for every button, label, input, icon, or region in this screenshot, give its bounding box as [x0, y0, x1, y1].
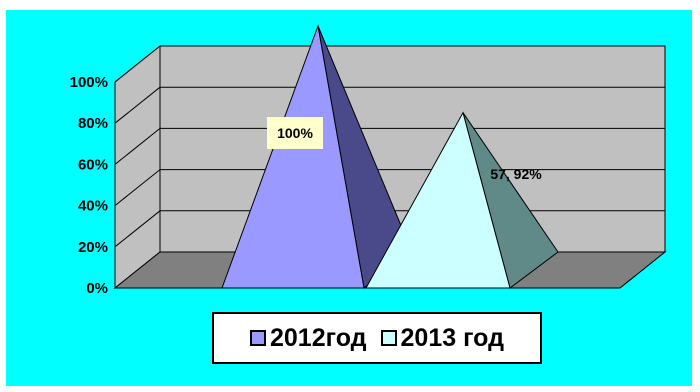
legend-swatch-2013	[380, 330, 397, 346]
y-axis-ticks: 0% 20% 40% 60% 80% 100%	[70, 74, 108, 297]
gridline-side	[114, 210, 161, 248]
data-label: 100%	[277, 125, 313, 141]
y-tick-label: 0%	[86, 280, 108, 297]
legend: 2012год 2013 год	[212, 312, 542, 364]
legend-item-2013: 2013 год	[380, 323, 504, 353]
y-tick-label: 40%	[78, 198, 108, 215]
legend-swatch-2012	[250, 330, 266, 346]
data-label-bg	[267, 117, 323, 149]
legend-label-2012: 2012год	[270, 323, 367, 352]
chart-side-wall	[114, 44, 161, 290]
gridline-side	[114, 128, 161, 165]
gridlines	[114, 45, 665, 248]
y-tick-label: 20%	[78, 239, 108, 256]
data-label: 57, 92%	[490, 166, 542, 182]
legend-label-2013: 2013 год	[400, 323, 504, 352]
y-tick-label: 60%	[78, 156, 108, 173]
y-tick-label: 100%	[70, 74, 108, 91]
gridline-side	[114, 169, 161, 206]
y-tick-label: 80%	[78, 115, 108, 132]
data-labels: 100% 57, 92%	[267, 117, 542, 182]
legend-item-2012: 2012год	[250, 324, 367, 353]
pyramids	[221, 24, 559, 289]
gridline-side	[114, 45, 161, 83]
gridline-side	[114, 86, 161, 124]
